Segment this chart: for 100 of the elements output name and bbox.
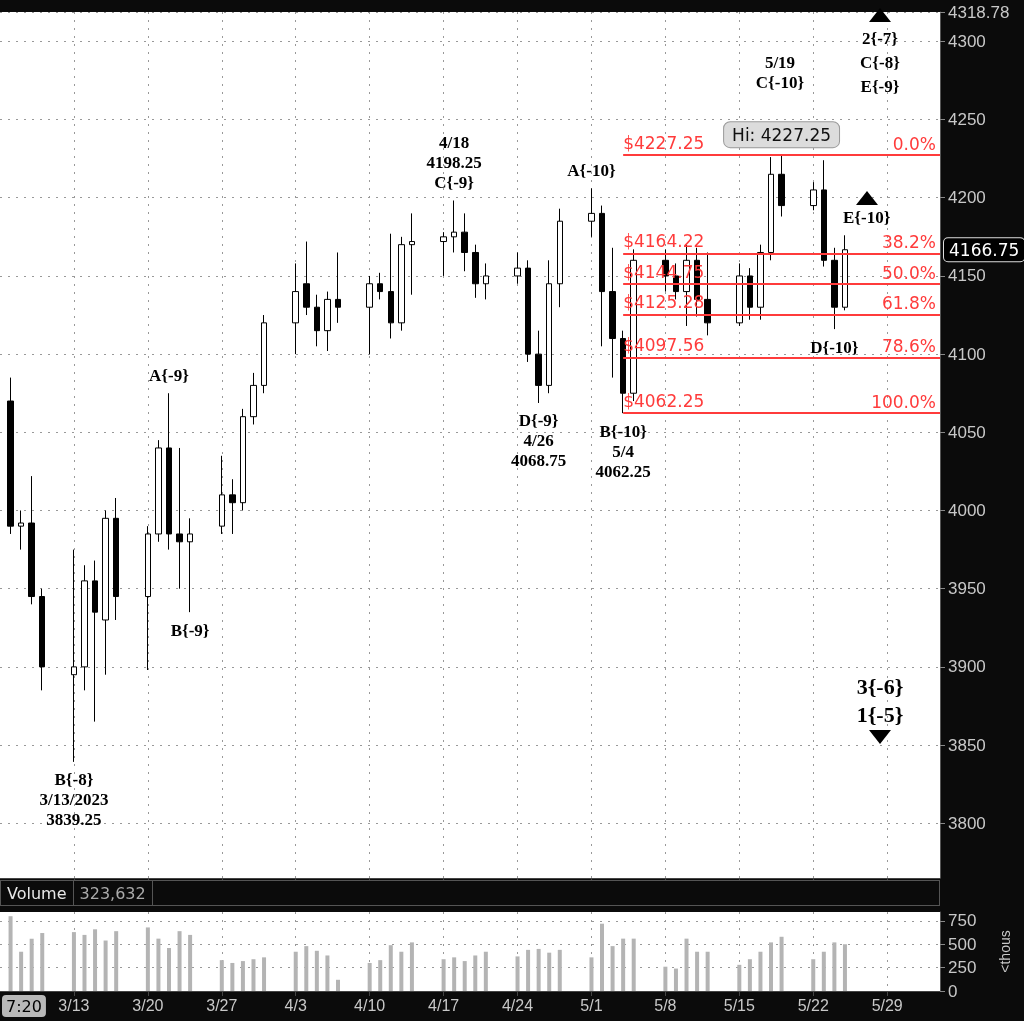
- x-tick-label: 4/17: [428, 996, 460, 1014]
- candlestick: [704, 251, 711, 336]
- candlestick: [451, 199, 457, 253]
- text: 4166.75: [949, 239, 1020, 260]
- text: 7:20: [6, 996, 42, 1016]
- bar: [114, 931, 119, 991]
- bar: [526, 949, 531, 991]
- bar: [473, 955, 478, 991]
- bar: [177, 931, 182, 991]
- ref-line-label: $4062.25: [623, 390, 705, 411]
- bar: [705, 951, 710, 991]
- x-tick-label: 5/29: [871, 996, 903, 1014]
- candlestick: [388, 233, 394, 339]
- bar: [589, 957, 594, 991]
- bar: [536, 948, 541, 991]
- bar: [779, 936, 784, 991]
- bar: [621, 938, 626, 991]
- bar: [93, 929, 98, 991]
- candlestick: [821, 159, 827, 268]
- candlestick: [335, 251, 341, 324]
- candlestick: [514, 251, 521, 285]
- bar: [747, 959, 752, 991]
- candlestick: [324, 291, 331, 352]
- candlestick: [810, 181, 817, 211]
- bar: [19, 951, 24, 991]
- candlestick: [557, 208, 563, 308]
- annotation: 61.8%: [881, 293, 936, 314]
- annotation: E{-10}: [842, 207, 891, 227]
- annotation: D{-9} 4/26 4068.75: [511, 411, 567, 471]
- y-tick-label: 4100: [948, 344, 986, 364]
- bar: [230, 962, 235, 991]
- candlestick: [113, 497, 119, 621]
- candlestick: [747, 267, 753, 321]
- candlestick: [102, 510, 109, 676]
- bar: [378, 960, 383, 991]
- candlestick: [588, 187, 595, 238]
- bar: [40, 933, 45, 991]
- annotation: 3{-6} 1{-5}: [856, 673, 904, 727]
- candlestick: [7, 377, 14, 535]
- bar: [695, 951, 700, 991]
- candlestick: [472, 244, 479, 299]
- y-tick-label: 0: [948, 981, 958, 1001]
- bar: [515, 956, 520, 991]
- bar: [600, 923, 605, 991]
- candlestick: [525, 259, 531, 363]
- bar: [441, 959, 446, 991]
- x-tick-label: 4/10: [354, 996, 386, 1014]
- bar: [821, 951, 826, 991]
- candlestick: [18, 510, 24, 551]
- y-tick-label: 4050: [948, 422, 986, 442]
- x-tick-label: 3/20: [132, 996, 164, 1014]
- bar: [758, 951, 763, 991]
- ref-line-label: $4227.25: [623, 132, 705, 153]
- candlestick: [736, 262, 743, 327]
- annotation: 5/19 C{-10}: [755, 52, 805, 92]
- candlestick: [187, 517, 193, 613]
- candlestick: [831, 247, 838, 330]
- candlestick: [461, 212, 468, 272]
- bar: [325, 955, 330, 991]
- x-tick-label: 5/22: [797, 996, 829, 1014]
- candlestick: [155, 439, 162, 543]
- candlestick: [398, 236, 405, 332]
- bar: [610, 946, 615, 991]
- bar: [156, 938, 161, 991]
- x-tick-label: 5/1: [580, 996, 603, 1014]
- bar: [29, 938, 34, 991]
- candlestick: [483, 262, 489, 300]
- y-axis-title: <thous: [997, 930, 1013, 973]
- y-tick-label: 4000: [948, 501, 986, 521]
- bar: [8, 916, 13, 991]
- bar: [737, 964, 742, 991]
- y-tick-label: 4200: [948, 188, 986, 208]
- candlestick: [92, 560, 98, 723]
- candlestick: [535, 330, 542, 404]
- bar: [673, 968, 678, 991]
- candlestick: [166, 392, 172, 551]
- bar: [684, 938, 689, 991]
- x-tick-label: 4/3: [284, 996, 307, 1014]
- bar: [335, 979, 340, 991]
- candlestick: [599, 205, 605, 347]
- candlestick: [292, 262, 299, 355]
- bar: [314, 950, 319, 991]
- annotation: B{-8} 3/13/2023 3839.25: [39, 770, 109, 830]
- y-tick-label: 4150: [948, 266, 986, 286]
- bar: [832, 942, 837, 991]
- bar: [842, 944, 847, 991]
- bar: [547, 952, 552, 991]
- candlestick: [229, 478, 236, 535]
- candlestick: [250, 372, 257, 425]
- candlestick: [768, 156, 774, 261]
- y-tick-label: 4250: [948, 110, 986, 130]
- candlestick: [39, 588, 45, 691]
- ref-line-label: $4164.22: [623, 231, 705, 252]
- annotation: 4/18 4198.25 C{-9}: [426, 132, 482, 192]
- bar: [367, 962, 372, 991]
- bar: [769, 942, 774, 991]
- bar: [251, 959, 256, 991]
- candlestick: [409, 212, 415, 296]
- bar: [557, 949, 562, 991]
- annotation: B{-9}: [170, 620, 210, 640]
